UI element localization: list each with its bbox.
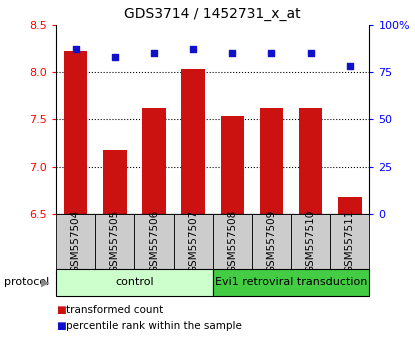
Bar (299, 108, 322, 214)
Point (112, 54, 118, 60)
Bar (64, 51, 88, 214)
Text: GSM557510: GSM557510 (305, 210, 315, 273)
Text: control: control (115, 277, 154, 287)
Text: Evi1 retroviral transduction: Evi1 retroviral transduction (215, 277, 367, 287)
Text: GSM557505: GSM557505 (110, 210, 120, 273)
Text: GSM557509: GSM557509 (266, 210, 276, 273)
Point (72, 47, 79, 52)
Text: ■: ■ (56, 321, 66, 331)
Text: GSM557504: GSM557504 (71, 210, 81, 273)
Bar (56, 214, 95, 269)
Text: GSM557511: GSM557511 (345, 210, 355, 273)
Bar (220, 116, 244, 214)
Bar (134, 214, 173, 269)
Text: GSM557507: GSM557507 (188, 210, 198, 273)
Text: protocol: protocol (4, 277, 49, 287)
Point (307, 50, 314, 56)
Text: ▶: ▶ (41, 277, 49, 287)
Bar (260, 108, 283, 214)
Point (347, 64, 353, 69)
Bar (142, 108, 166, 214)
Text: GSM557508: GSM557508 (227, 210, 237, 273)
Bar (338, 197, 361, 214)
Bar (181, 69, 205, 214)
Bar (95, 214, 134, 269)
Point (190, 47, 196, 52)
Text: transformed count: transformed count (66, 305, 164, 315)
Bar (291, 214, 330, 269)
Bar (103, 150, 127, 214)
Point (229, 50, 236, 56)
Title: GDS3714 / 1452731_x_at: GDS3714 / 1452731_x_at (124, 7, 301, 21)
Text: percentile rank within the sample: percentile rank within the sample (66, 321, 242, 331)
Bar (213, 269, 369, 296)
Bar (330, 214, 369, 269)
Bar (56, 269, 213, 296)
Point (268, 50, 275, 56)
Text: GSM557506: GSM557506 (149, 210, 159, 273)
Bar (213, 214, 252, 269)
Bar (252, 214, 291, 269)
Bar (173, 214, 213, 269)
Point (151, 50, 157, 56)
Text: ■: ■ (56, 305, 66, 315)
